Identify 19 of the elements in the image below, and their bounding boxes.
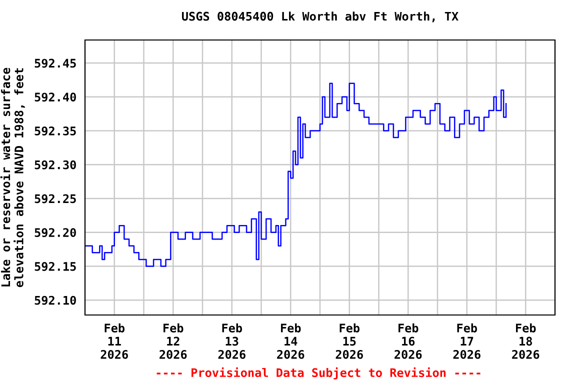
- y-tick-label: 592.10: [34, 296, 76, 305]
- y-tick-label: 592.25: [34, 194, 76, 204]
- x-tick-label: Feb 16 2026: [394, 323, 422, 359]
- x-tick-label: Feb 14 2026: [277, 323, 304, 359]
- x-tick-label: Feb 18 2026: [512, 323, 540, 359]
- x-tick-label: Feb 12 2026: [160, 323, 187, 359]
- y-tick-label: 592.20: [34, 228, 76, 238]
- y-axis-title: Lake or reservoir water surface elevation above NAVD 1988, feet: [0, 68, 25, 288]
- x-tick-label: Feb 15 2026: [336, 323, 363, 359]
- text: ---- Provisional Data Subject to Revision ----: [156, 367, 480, 380]
- y-tick-label: 592.40: [34, 92, 76, 102]
- x-tick-label: Feb 13 2026: [218, 323, 246, 359]
- chart-title: USGS 08045400 Lk Worth abv Ft Worth, TX: [182, 12, 458, 22]
- y-tick-label: 592.15: [34, 262, 76, 271]
- y-tick-label: 592.30: [34, 160, 76, 170]
- x-tick-label: Feb 11 2026: [100, 323, 128, 359]
- x-tick-label: Feb 17 2026: [453, 323, 480, 359]
- y-tick-label: 592.35: [34, 126, 76, 136]
- y-tick-label: 592.45: [34, 58, 76, 68]
